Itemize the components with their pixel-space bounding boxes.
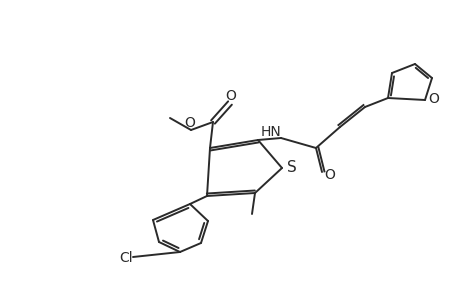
Text: HN: HN — [260, 125, 281, 139]
Text: O: O — [428, 92, 438, 106]
Text: S: S — [286, 160, 296, 175]
Text: O: O — [324, 168, 335, 182]
Text: O: O — [225, 89, 236, 103]
Text: Cl: Cl — [119, 251, 133, 265]
Text: O: O — [184, 116, 195, 130]
